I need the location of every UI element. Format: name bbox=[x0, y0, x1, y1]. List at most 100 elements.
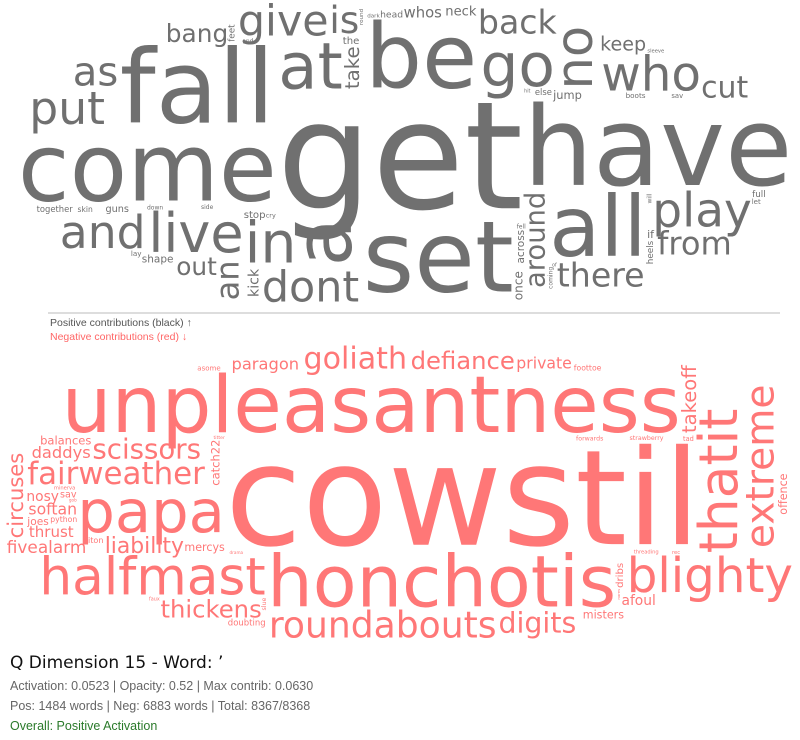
cloud-word-jump: jump bbox=[552, 88, 582, 102]
cloud-word-sav: sav bbox=[60, 489, 77, 500]
cloud-word-tad: tad bbox=[683, 435, 694, 443]
cloud-word-daddys: daddys bbox=[32, 443, 91, 462]
cloud-word-scissors: scissors bbox=[92, 433, 201, 466]
dimension-title: Q Dimension 15 - Word: ’ bbox=[10, 653, 224, 673]
cloud-word-extreme: extreme bbox=[739, 384, 784, 548]
cloud-word-doubting: doubting bbox=[228, 619, 266, 629]
cloud-word-sleeve: sleeve bbox=[647, 49, 664, 55]
cloud-word-cry: cry bbox=[266, 212, 276, 220]
cloud-word-out: out bbox=[176, 252, 217, 281]
cloud-word-be: be bbox=[365, 6, 477, 110]
cloud-word-titter: titter bbox=[214, 435, 226, 441]
cloud-word-all: all bbox=[549, 179, 646, 276]
cloud-word-else: else bbox=[535, 87, 552, 97]
cloud-word-around: around bbox=[520, 192, 551, 288]
cloud-word-afoul: afoul bbox=[622, 593, 656, 609]
cloud-word-dark: dark bbox=[367, 14, 380, 20]
cloud-word-papa: papa bbox=[77, 477, 224, 546]
cloud-word-give: give bbox=[238, 0, 329, 47]
cloud-word-side: side bbox=[201, 204, 214, 211]
cloud-word-misters: misters bbox=[583, 608, 624, 621]
cloud-word-goliath: goliath bbox=[304, 342, 408, 377]
cloud-legend: Positive contributions (black) ↑ Negativ… bbox=[50, 317, 192, 343]
cloud-word-sav: sav bbox=[671, 92, 683, 100]
cloud-word-fivealarm: fivealarm bbox=[7, 537, 87, 557]
cloud-word-down: down bbox=[147, 205, 163, 212]
cloud-word-thickens: thickens bbox=[161, 595, 262, 624]
cloud-word-put: put bbox=[29, 82, 105, 135]
cloud-word-joes: joes bbox=[26, 516, 48, 528]
cloud-word-forwards: forwards bbox=[576, 435, 603, 442]
cloud-word-full: full bbox=[752, 190, 766, 200]
cloud-word-will: will bbox=[646, 193, 653, 203]
cloud-word-who: who bbox=[601, 47, 701, 103]
cloud-word-private: private bbox=[516, 354, 571, 373]
cloud-word-halfmast: halfmast bbox=[39, 547, 265, 607]
cloud-word-minerva: minerva bbox=[54, 485, 75, 491]
cloud-word-skin: skin bbox=[78, 205, 93, 214]
cloud-word-get: get bbox=[277, 70, 523, 244]
cloud-word-cows: cows bbox=[225, 416, 575, 579]
word-counts: Pos: 1484 words | Neg: 6883 words | Tota… bbox=[10, 699, 311, 713]
cloud-word-if: if bbox=[647, 228, 655, 241]
cloud-word-dribs: dribs bbox=[615, 563, 626, 588]
cloud-word-there: there bbox=[557, 255, 645, 294]
cloud-word-of: of bbox=[552, 262, 557, 268]
cloud-word-gob: gob bbox=[69, 498, 77, 503]
cloud-word-back: back bbox=[478, 2, 558, 41]
cloud-word-from: from bbox=[657, 225, 732, 263]
cloud-word-guns: guns bbox=[106, 204, 129, 215]
cloud-word-is: is bbox=[329, 0, 359, 42]
legend-positive-label: Positive contributions (black) ↑ bbox=[50, 317, 192, 329]
cloud-word-cut: cut bbox=[701, 71, 748, 106]
cloud-word-play: play bbox=[652, 183, 752, 238]
cloud-word-at: at bbox=[278, 30, 342, 104]
cloud-word-mercys: mercys bbox=[184, 541, 225, 554]
cloud-word-neck: neck bbox=[445, 5, 477, 20]
cloud-word-and: and bbox=[60, 206, 146, 259]
cloud-word-an: an bbox=[209, 260, 247, 300]
cloud-word-stop: stop bbox=[244, 210, 266, 221]
cloud-word-foottoe: foottoe bbox=[574, 363, 602, 372]
cloud-word-a: a bbox=[278, 218, 370, 266]
cloud-word-strawberry: strawberry bbox=[630, 435, 664, 442]
cloud-word-have: have bbox=[523, 83, 792, 211]
cloud-word-asome: asome bbox=[197, 364, 220, 372]
cloud-word-slue: slue bbox=[261, 597, 268, 610]
cloud-word-softan: softan bbox=[28, 500, 77, 519]
activation-stats: Activation: 0.0523 | Opacity: 0.52 | Max… bbox=[10, 679, 314, 693]
cloud-word-thrust: thrust bbox=[29, 523, 74, 541]
cloud-word-balances: balances bbox=[40, 434, 91, 448]
cloud-word-drama: drama bbox=[230, 550, 244, 555]
overall-status: Overall: Positive Activation bbox=[10, 719, 158, 733]
cloud-word-boots: boots bbox=[626, 91, 646, 100]
cloud-word-til: til bbox=[575, 422, 700, 576]
cloud-word-circuses: circuses bbox=[3, 453, 28, 539]
cloud-word-catch22: catch22 bbox=[208, 440, 222, 486]
cloud-word-dont: dont bbox=[262, 263, 359, 313]
cloud-word-hit: hit bbox=[524, 89, 530, 95]
cloud-word-take: take bbox=[341, 46, 364, 89]
cloud-word-keep: keep bbox=[600, 33, 646, 56]
cloud-word-set: set bbox=[363, 201, 514, 316]
cloud-word-in: in bbox=[245, 211, 297, 277]
cloud-word-honchotis: honchotis bbox=[267, 539, 616, 623]
cloud-word-together: together bbox=[37, 204, 74, 214]
cloud-word-heels: heels bbox=[646, 240, 656, 264]
cloud-word-offence: offence bbox=[777, 473, 790, 514]
cloud-word-coming: coming bbox=[548, 267, 555, 289]
cloud-word-iton: iton bbox=[88, 535, 104, 545]
cloud-word-rec: rec bbox=[672, 550, 680, 556]
cloud-word-feet: feet bbox=[227, 24, 237, 42]
cloud-word-bang: bang bbox=[166, 19, 228, 48]
cloud-word-once: once bbox=[512, 271, 526, 300]
cloud-word-threading: threading bbox=[634, 550, 659, 556]
cloud-word-head: head bbox=[380, 9, 403, 20]
cloud-word-nosy: nosy bbox=[26, 489, 59, 505]
cloud-word-thatit: thatit bbox=[687, 409, 750, 554]
cloud-word-nares: nares bbox=[616, 589, 621, 600]
cloud-word-paragon: paragon bbox=[232, 354, 300, 373]
cloud-word-come: come bbox=[18, 114, 277, 223]
cloud-word-end: end bbox=[242, 38, 253, 45]
